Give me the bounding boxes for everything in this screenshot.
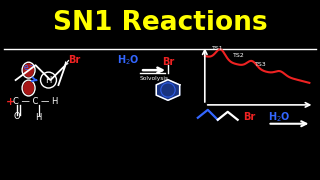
Text: H$_2$O: H$_2$O xyxy=(117,53,140,67)
Text: Br: Br xyxy=(68,55,81,65)
Text: TS3: TS3 xyxy=(255,62,266,67)
Text: Br: Br xyxy=(243,112,255,122)
Ellipse shape xyxy=(23,63,34,77)
Text: Br: Br xyxy=(162,57,174,67)
Polygon shape xyxy=(156,80,180,100)
Text: +: + xyxy=(6,97,15,107)
Text: H$_2$O: H$_2$O xyxy=(268,110,290,124)
Text: C — C — H: C — C — H xyxy=(13,97,58,106)
Text: TS1: TS1 xyxy=(212,46,223,51)
Text: O: O xyxy=(13,112,20,121)
Text: SN1 Reactions: SN1 Reactions xyxy=(53,10,267,35)
Text: e$^-$: e$^-$ xyxy=(23,63,35,73)
Text: Solvolysis: Solvolysis xyxy=(140,76,169,81)
Ellipse shape xyxy=(23,81,34,95)
Text: TS2: TS2 xyxy=(233,53,244,58)
Text: H: H xyxy=(45,76,52,85)
Text: H: H xyxy=(35,113,42,122)
